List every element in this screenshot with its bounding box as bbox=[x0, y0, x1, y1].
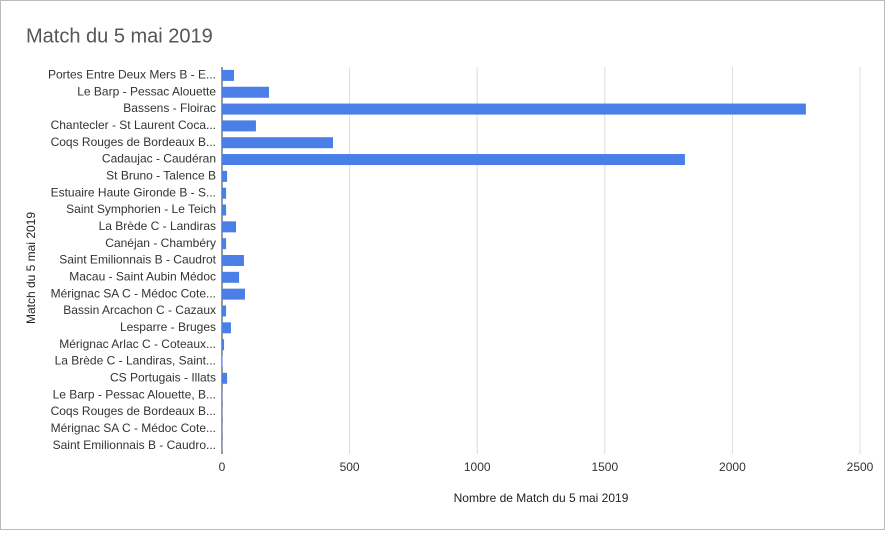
y-tick-label: La Brède C - Landiras bbox=[99, 219, 216, 233]
y-tick-label: Portes Entre Deux Mers B - E... bbox=[48, 68, 216, 82]
bar bbox=[222, 271, 240, 283]
bar bbox=[222, 204, 227, 216]
bar bbox=[222, 170, 228, 182]
bar bbox=[222, 372, 228, 384]
y-tick-label: Chantecler - St Laurent Coca... bbox=[51, 118, 216, 132]
bar bbox=[222, 238, 227, 250]
y-tick-label: Mérignac SA C - Médoc Cote... bbox=[51, 286, 216, 300]
y-tick-label: Canéjan - Chambéry bbox=[105, 236, 216, 250]
bar bbox=[222, 339, 225, 351]
bar bbox=[222, 322, 231, 334]
y-tick-label: Cadaujac - Caudéran bbox=[102, 152, 216, 166]
y-tick-label: CS Portugais - Illats bbox=[110, 370, 216, 384]
bar bbox=[222, 103, 806, 115]
y-tick-label: Bassin Arcachon C - Cazaux bbox=[63, 303, 216, 317]
y-axis-title: Match du 5 mai 2019 bbox=[24, 212, 38, 324]
bar bbox=[222, 120, 256, 132]
y-tick-label: Le Barp - Pessac Alouette bbox=[77, 84, 216, 98]
y-tick-label: Saint Symphorien - Le Teich bbox=[66, 202, 216, 216]
y-tick-label: St Bruno - Talence B bbox=[106, 169, 216, 183]
y-tick-label: Estuaire Haute Gironde B - S... bbox=[51, 185, 216, 199]
bar bbox=[222, 86, 269, 98]
y-tick-label: Coqs Rouges de Bordeaux B... bbox=[51, 404, 216, 418]
y-tick-label: Mérignac Arlac C - Coteaux... bbox=[59, 337, 216, 351]
bar bbox=[222, 187, 227, 199]
y-tick-label: Macau - Saint Aubin Médoc bbox=[69, 269, 216, 283]
bar bbox=[222, 154, 685, 166]
y-tick-label: Lesparre - Bruges bbox=[120, 320, 216, 334]
bar bbox=[222, 355, 223, 367]
bar bbox=[222, 137, 334, 149]
bar bbox=[222, 305, 227, 317]
y-tick-label: La Brède C - Landiras, Saint... bbox=[55, 354, 216, 368]
bar bbox=[222, 221, 237, 233]
x-tick-label: 1500 bbox=[591, 460, 618, 474]
x-tick-label: 2000 bbox=[719, 460, 746, 474]
y-tick-label: Coqs Rouges de Bordeaux B... bbox=[51, 135, 216, 149]
bar bbox=[222, 69, 234, 81]
x-axis-title: Nombre de Match du 5 mai 2019 bbox=[454, 491, 629, 505]
x-tick-label: 1000 bbox=[464, 460, 491, 474]
x-tick-label: 2500 bbox=[847, 460, 874, 474]
y-tick-label: Mérignac SA C - Médoc Cote... bbox=[51, 421, 216, 435]
y-tick-label: Saint Emilionnais B - Caudro... bbox=[53, 438, 216, 452]
y-tick-label: Le Barp - Pessac Alouette, B... bbox=[53, 387, 216, 401]
bar bbox=[222, 255, 244, 266]
x-tick-label: 500 bbox=[340, 460, 360, 474]
bar bbox=[222, 288, 245, 300]
y-tick-label: Bassens - Floirac bbox=[123, 101, 216, 115]
x-tick-label: 0 bbox=[219, 460, 226, 474]
chart-title: Match du 5 mai 2019 bbox=[26, 25, 213, 47]
y-tick-label: Saint Emilionnais B - Caudrot bbox=[59, 253, 216, 267]
